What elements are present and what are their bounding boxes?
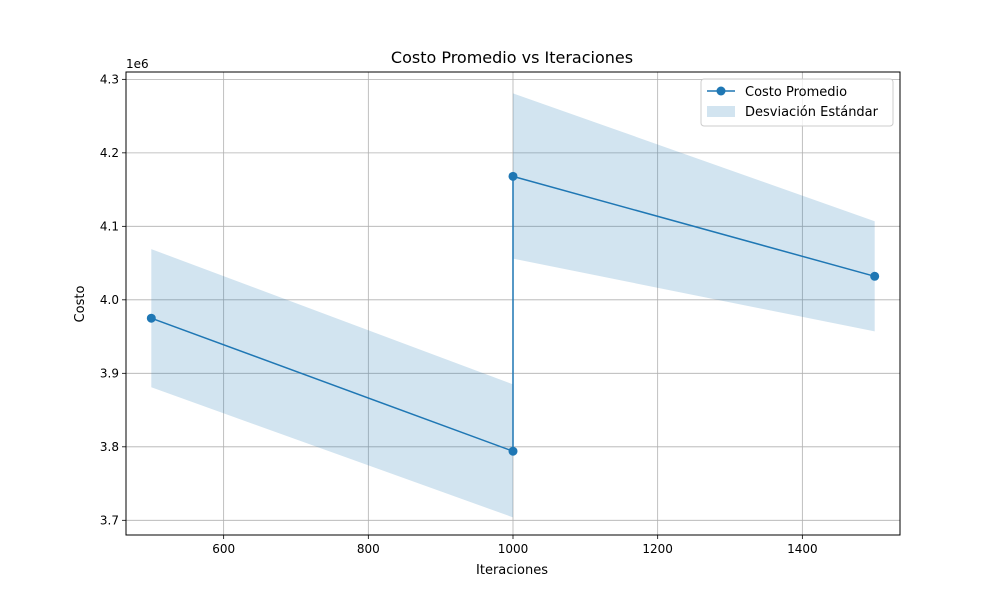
- x-axis-label: Iteraciones: [476, 563, 548, 578]
- std-band-layer: [151, 93, 875, 518]
- legend-band-swatch: [707, 106, 735, 117]
- x-tick-label: 600: [212, 542, 235, 556]
- y-tick-label: 4.2: [100, 146, 119, 160]
- legend-series-label: Costo Promedio: [745, 85, 847, 100]
- y-tick-label: 3.9: [100, 366, 119, 380]
- series-line-costo-promedio: [151, 175, 875, 452]
- legend: Costo Promedio Desviación Estándar: [700, 78, 894, 127]
- x-tick-label: 1200: [642, 542, 673, 556]
- series-layer: [146, 171, 880, 456]
- data-point: [146, 313, 156, 323]
- legend-box: [700, 78, 894, 127]
- y-axis-label: Costo: [73, 286, 88, 323]
- legend-marker-swatch: [716, 86, 726, 96]
- x-axis-ticks: 600 800 1000 1200 1400: [212, 535, 818, 556]
- x-tick-label: 800: [357, 542, 380, 556]
- y-axis-offset-label: 1e6: [126, 57, 149, 71]
- chart-title: Costo Promedio vs Iteraciones: [391, 48, 633, 67]
- data-point: [870, 271, 880, 281]
- data-point: [508, 446, 518, 456]
- x-tick-label: 1400: [787, 542, 818, 556]
- legend-band-label: Desviación Estándar: [745, 105, 879, 120]
- x-tick-label: 1000: [498, 542, 529, 556]
- y-tick-label: 4.0: [100, 293, 119, 307]
- y-tick-label: 4.3: [100, 72, 119, 86]
- data-point: [508, 171, 518, 181]
- y-tick-label: 3.7: [100, 513, 119, 527]
- std-deviation-band: [151, 93, 875, 518]
- y-tick-label: 4.1: [100, 219, 119, 233]
- y-axis-ticks: 3.7 3.8 3.9 4.0 4.1 4.2 4.3: [100, 72, 126, 527]
- y-tick-label: 3.8: [100, 440, 119, 454]
